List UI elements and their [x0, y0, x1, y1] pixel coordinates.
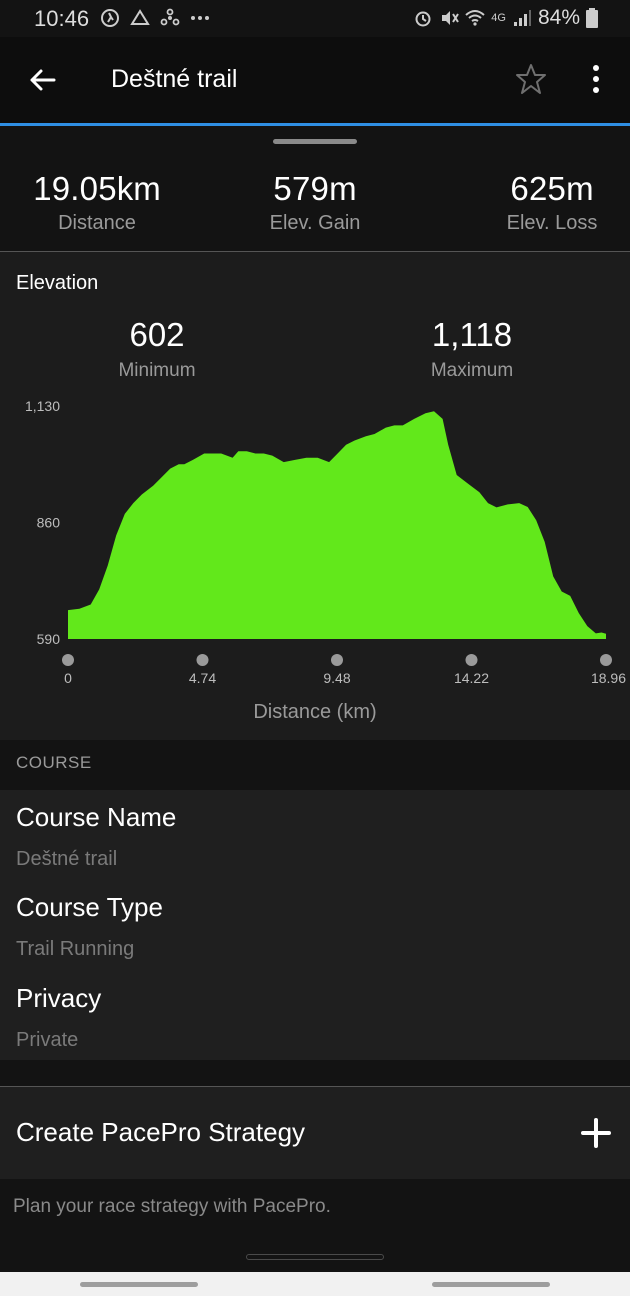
x-tick-label: 4.74 — [189, 670, 216, 686]
pacepro-label: Create PacePro Strategy — [16, 1117, 306, 1147]
nav-pill-right[interactable] — [432, 1282, 550, 1287]
drive-icon — [130, 9, 150, 25]
app-bar-accent-line — [0, 123, 630, 126]
elevation-min-value: 602 — [129, 316, 185, 353]
privacy-label: Privacy — [16, 983, 102, 1013]
distance-unit: km — [116, 170, 161, 207]
x-tick-marker — [465, 654, 478, 666]
create-pacepro-button[interactable]: Create PacePro Strategy — [0, 1087, 630, 1179]
elev-gain-label: Elev. Gain — [269, 212, 361, 234]
divider — [0, 251, 630, 252]
elev-gain-unit: m — [329, 170, 357, 207]
status-time: 10:46 — [34, 6, 90, 31]
stat-distance: 19.05km Distance — [17, 170, 177, 235]
pacepro-description: Plan your race strategy with PacePro. — [13, 1196, 331, 1217]
elevation-minimum: 602 Minimum — [57, 316, 257, 382]
x-tick-label: 0 — [64, 670, 72, 686]
course-section-header: COURSE — [16, 753, 92, 772]
elevation-max-value: 1,118 — [431, 316, 513, 353]
status-right-icons: 4G 84% — [413, 6, 598, 30]
stat-elev-loss: 625m Elev. Loss — [472, 170, 630, 235]
back-arrow-icon[interactable] — [26, 63, 60, 97]
star-outline-icon[interactable] — [514, 62, 548, 96]
x-tick-marker — [196, 654, 209, 666]
x-axis-title: Distance (km) — [253, 701, 377, 723]
more-vertical-icon[interactable] — [584, 62, 608, 96]
plus-icon[interactable] — [580, 1117, 612, 1149]
stats-row: 19.05km Distance 579m Elev. Gain 625m El… — [0, 150, 630, 250]
nav-pill-left[interactable] — [80, 1282, 198, 1287]
elevation-area-series — [68, 411, 606, 639]
battery-icon — [586, 8, 598, 28]
elev-loss-unit: m — [566, 170, 594, 207]
page-title: Deštné trail — [111, 65, 238, 93]
elev-loss-label: Elev. Loss — [506, 212, 598, 234]
status-bar: 10:46 4G 84% — [0, 0, 630, 37]
elevation-chart[interactable]: 1,130 860 590 0 4.74 9.48 14.22 18.96 — [0, 392, 630, 692]
x-tick-marker — [331, 654, 343, 666]
elev-gain-value: 579 — [273, 170, 330, 207]
course-name-value[interactable]: Deštné trail — [16, 848, 118, 870]
course-type-value[interactable]: Trail Running — [16, 938, 135, 960]
system-nav-bar — [0, 1272, 630, 1296]
elev-loss-value: 625 — [510, 170, 567, 207]
walking-icon — [101, 9, 119, 27]
elevation-min-label: Minimum — [118, 360, 196, 381]
course-type-label: Course Type — [16, 892, 163, 922]
alarm-icon — [415, 11, 431, 27]
network-type: 4G — [491, 12, 506, 24]
battery-percent: 84% — [537, 6, 580, 29]
privacy-value[interactable]: Private — [16, 1029, 79, 1051]
stat-elev-gain: 579m Elev. Gain — [235, 170, 395, 235]
y-tick-label: 860 — [37, 515, 61, 531]
share-icon — [160, 8, 180, 26]
elevation-max-label: Maximum — [430, 360, 514, 381]
scroll-indicator — [246, 1254, 384, 1260]
y-tick-label: 1,130 — [25, 398, 60, 414]
distance-value: 19.05 — [33, 170, 117, 207]
mute-icon — [442, 11, 460, 25]
y-tick-label: 590 — [37, 631, 61, 647]
x-tick-label: 14.22 — [454, 670, 489, 686]
elevation-title: Elevation — [16, 272, 99, 294]
course-details-card: Course Name Deštné trail Course Type Tra… — [0, 790, 630, 1060]
divider — [0, 1086, 630, 1087]
wifi-icon — [465, 10, 485, 26]
app-bar: Deštné trail — [0, 37, 630, 123]
signal-icon — [513, 10, 531, 26]
elevation-card: Elevation 602 Minimum 1,118 Maximum 1,13… — [0, 252, 630, 740]
distance-label: Distance — [58, 212, 136, 234]
course-name-label: Course Name — [16, 802, 177, 832]
x-tick-marker — [600, 654, 612, 666]
x-tick-label: 18.96 — [591, 670, 626, 686]
x-tick-label: 9.48 — [323, 670, 350, 686]
elevation-maximum: 1,118 Maximum — [372, 316, 572, 382]
drag-handle[interactable] — [273, 139, 357, 144]
more-dots-icon — [191, 16, 209, 20]
x-tick-marker — [62, 654, 74, 666]
status-left-icons — [100, 8, 210, 28]
